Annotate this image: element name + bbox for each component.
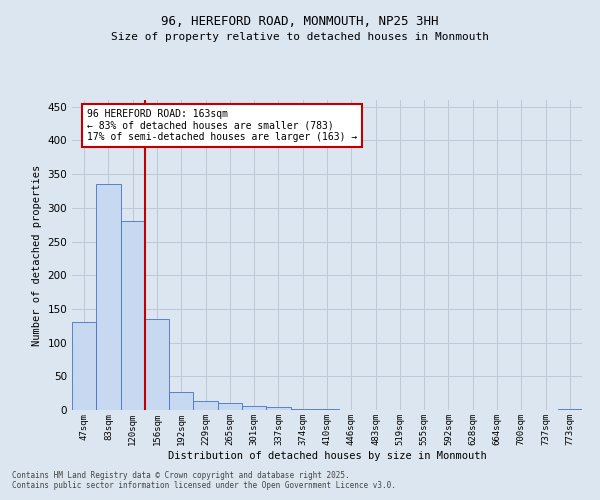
Text: Size of property relative to detached houses in Monmouth: Size of property relative to detached ho… xyxy=(111,32,489,42)
Bar xyxy=(193,400,218,410)
Text: Contains HM Land Registry data © Crown copyright and database right 2025.: Contains HM Land Registry data © Crown c… xyxy=(12,470,350,480)
Bar xyxy=(72,322,96,410)
Bar xyxy=(121,222,145,410)
Bar xyxy=(290,408,315,410)
Bar xyxy=(266,406,290,410)
X-axis label: Distribution of detached houses by size in Monmouth: Distribution of detached houses by size … xyxy=(167,450,487,460)
Bar xyxy=(145,319,169,410)
Bar xyxy=(242,406,266,410)
Text: 96, HEREFORD ROAD, MONMOUTH, NP25 3HH: 96, HEREFORD ROAD, MONMOUTH, NP25 3HH xyxy=(161,15,439,28)
Text: 96 HEREFORD ROAD: 163sqm
← 83% of detached houses are smaller (783)
17% of semi-: 96 HEREFORD ROAD: 163sqm ← 83% of detach… xyxy=(88,110,358,142)
Text: Contains public sector information licensed under the Open Government Licence v3: Contains public sector information licen… xyxy=(12,480,396,490)
Bar xyxy=(96,184,121,410)
Y-axis label: Number of detached properties: Number of detached properties xyxy=(32,164,42,346)
Bar xyxy=(218,404,242,410)
Bar xyxy=(169,392,193,410)
